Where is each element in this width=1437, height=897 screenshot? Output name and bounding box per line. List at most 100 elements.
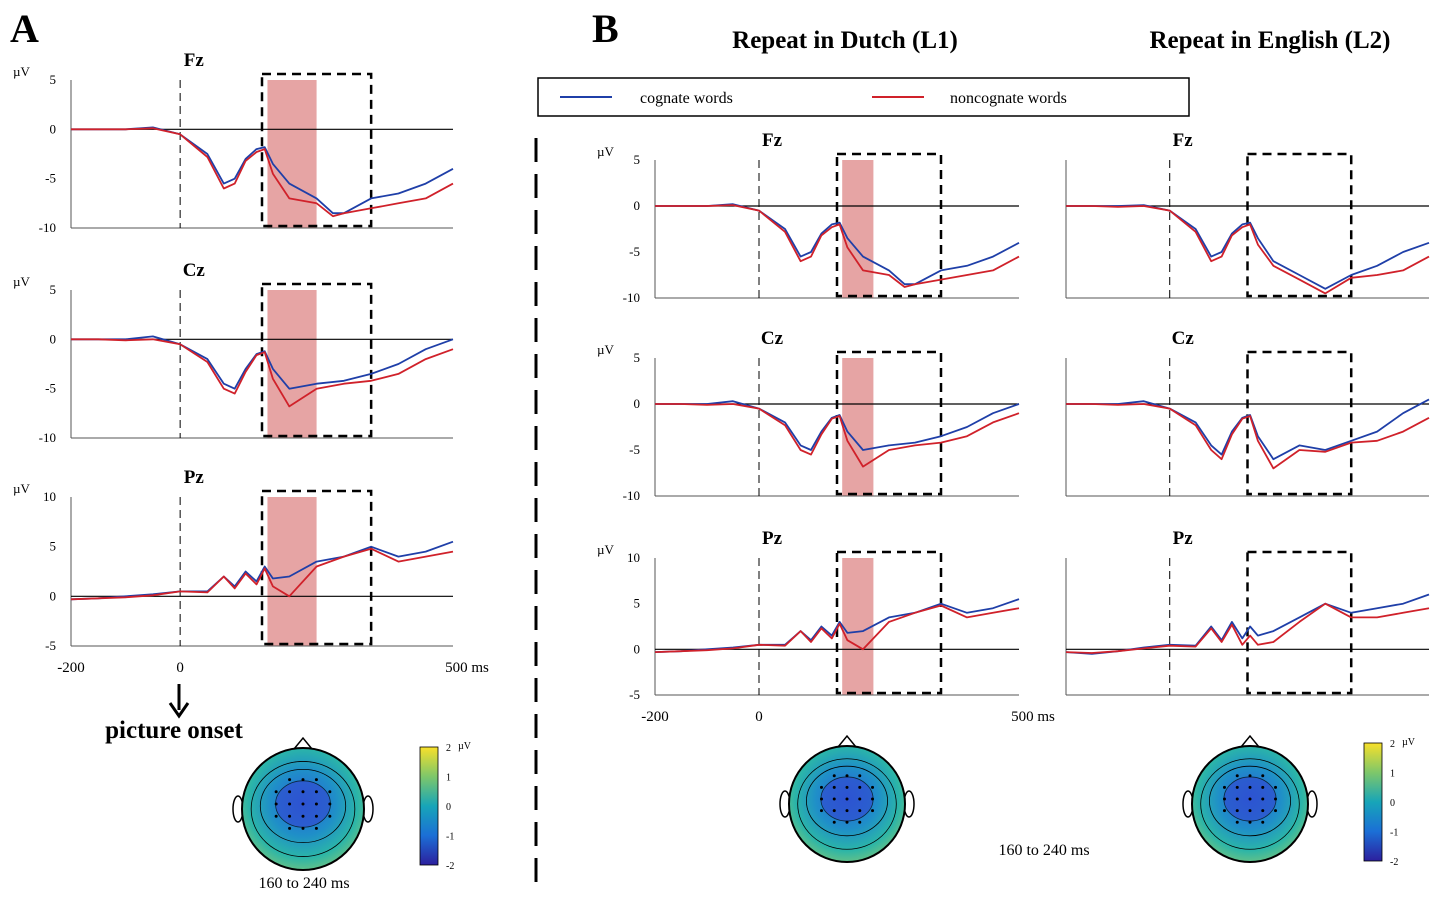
series-noncognate-line bbox=[1066, 403, 1430, 470]
y-unit-label: µV bbox=[597, 342, 614, 357]
panel-b-letter: B bbox=[592, 6, 619, 51]
shaded-window bbox=[842, 558, 874, 695]
analysis-window bbox=[260, 72, 373, 228]
electrode-dot bbox=[274, 814, 278, 818]
x-tick-label: -200 bbox=[57, 660, 85, 676]
electrode-dot bbox=[858, 774, 862, 778]
electrode-label: Fz bbox=[1173, 130, 1194, 151]
electrode-dot bbox=[1235, 820, 1239, 824]
electrode-dot bbox=[328, 814, 332, 818]
erp-chart-b-l1-fz: Fz 5 0 -5 -10 µV bbox=[597, 130, 1020, 305]
y-tick-label: -5 bbox=[629, 244, 640, 259]
erp-chart-b-l1-pz: Pz 10 5 0 -5 µV -200 0 500 ms bbox=[597, 528, 1055, 725]
colorbar-tick-label: 2 bbox=[1390, 739, 1395, 750]
electrode-dot bbox=[845, 785, 849, 789]
y-unit-label: µV bbox=[13, 274, 30, 289]
y-tick-label: 0 bbox=[50, 331, 57, 346]
onset-annotation: picture onset bbox=[105, 684, 244, 744]
electrode-dot bbox=[1248, 774, 1252, 778]
electrode-dot bbox=[301, 778, 305, 782]
electrode-dot bbox=[871, 785, 875, 789]
electrode-dot bbox=[1261, 774, 1265, 778]
contour-line bbox=[797, 758, 897, 850]
electrode-dot bbox=[314, 790, 318, 794]
legend-label-cognate: cognate words bbox=[640, 90, 733, 107]
y-tick-label: 5 bbox=[50, 72, 57, 87]
erp-chart-a-fz: Fz 5 0 -5 -10 µV bbox=[13, 50, 454, 235]
electrode-dot bbox=[858, 785, 862, 789]
series-noncognate-line bbox=[655, 204, 1020, 288]
electrode-dot bbox=[1261, 809, 1265, 813]
electrode-dot bbox=[1248, 785, 1252, 789]
y-tick-label: 0 bbox=[634, 198, 641, 213]
electrode-dot bbox=[301, 790, 305, 794]
electrode-dot bbox=[288, 778, 292, 782]
electrode-dot bbox=[1235, 774, 1239, 778]
electrode-dot bbox=[845, 797, 849, 801]
contour-line bbox=[259, 769, 347, 844]
electrode-dot bbox=[328, 802, 332, 806]
analysis-window bbox=[260, 282, 373, 438]
colorbar-tick-label: 2 bbox=[446, 743, 451, 754]
electrode-dot bbox=[314, 814, 318, 818]
electrode-dot bbox=[832, 774, 836, 778]
nose-icon bbox=[837, 734, 857, 748]
series-cognate-line bbox=[71, 335, 454, 390]
series-cognate-line bbox=[655, 203, 1020, 286]
electrode-label: Fz bbox=[762, 130, 783, 151]
electrode-dot bbox=[1261, 820, 1265, 824]
colorbar-tick-label: -1 bbox=[446, 832, 454, 843]
electrode-dot bbox=[1274, 809, 1278, 813]
electrode-dot bbox=[845, 774, 849, 778]
analysis-window bbox=[1246, 550, 1353, 695]
electrode-dot bbox=[274, 802, 278, 806]
electrode-dot bbox=[288, 826, 292, 830]
y-unit-label: µV bbox=[13, 481, 30, 496]
topo-caption-b: 160 to 240 ms bbox=[998, 842, 1089, 859]
electrode-dot bbox=[845, 820, 849, 824]
electrode-dot bbox=[314, 802, 318, 806]
y-tick-label: 5 bbox=[50, 282, 57, 297]
erp-chart-a-cz: Cz 5 0 -5 -10 µV bbox=[13, 260, 454, 445]
y-unit-label: µV bbox=[13, 64, 30, 79]
analysis-window bbox=[1246, 350, 1353, 496]
electrode-label: Cz bbox=[761, 328, 784, 349]
electrode-label: Pz bbox=[1173, 528, 1194, 549]
shaded-window bbox=[267, 80, 317, 228]
y-tick-label: -5 bbox=[45, 638, 56, 653]
electrode-dot bbox=[301, 802, 305, 806]
y-unit-label: µV bbox=[597, 542, 614, 557]
y-tick-label: 0 bbox=[634, 396, 641, 411]
y-tick-label: -10 bbox=[39, 220, 56, 235]
electrode-dot bbox=[871, 809, 875, 813]
electrode-dot bbox=[858, 820, 862, 824]
nose-icon bbox=[1240, 734, 1260, 748]
y-tick-label: -10 bbox=[39, 430, 56, 445]
electrode-dot bbox=[819, 785, 823, 789]
legend-label-noncognate: noncognate words bbox=[950, 90, 1067, 107]
erp-chart-b-l2-pz: Pz bbox=[1065, 528, 1430, 696]
electrode-label: Pz bbox=[184, 467, 205, 488]
shaded-window bbox=[267, 497, 317, 646]
colorbar-tick-label: -2 bbox=[446, 861, 454, 872]
panel-a-letter: A bbox=[10, 6, 39, 51]
y-tick-label: -5 bbox=[45, 381, 56, 396]
y-tick-label: 5 bbox=[634, 350, 641, 365]
shaded-window bbox=[842, 358, 874, 496]
series-noncognate-line bbox=[655, 403, 1020, 468]
onset-caption: picture onset bbox=[105, 717, 243, 744]
topomap-3 bbox=[1182, 734, 1318, 863]
legend: cognate words noncognate words bbox=[537, 77, 1190, 117]
erp-chart-b-l1-cz: Cz 5 0 -5 -10 µV bbox=[597, 328, 1020, 503]
electrode-dot bbox=[1248, 809, 1252, 813]
electrode-dot bbox=[832, 785, 836, 789]
electrode-dot bbox=[1235, 785, 1239, 789]
topo-caption-a: 160 to 240 ms bbox=[258, 875, 349, 892]
electrode-dot bbox=[1274, 797, 1278, 801]
electrode-dot bbox=[1222, 797, 1226, 801]
nose-icon bbox=[293, 736, 313, 750]
y-tick-label: 10 bbox=[627, 550, 640, 565]
electrode-dot bbox=[832, 809, 836, 813]
colorbar-1: 2 1 0 -1 -2 µV bbox=[419, 741, 472, 872]
topomap-2 bbox=[779, 734, 915, 863]
